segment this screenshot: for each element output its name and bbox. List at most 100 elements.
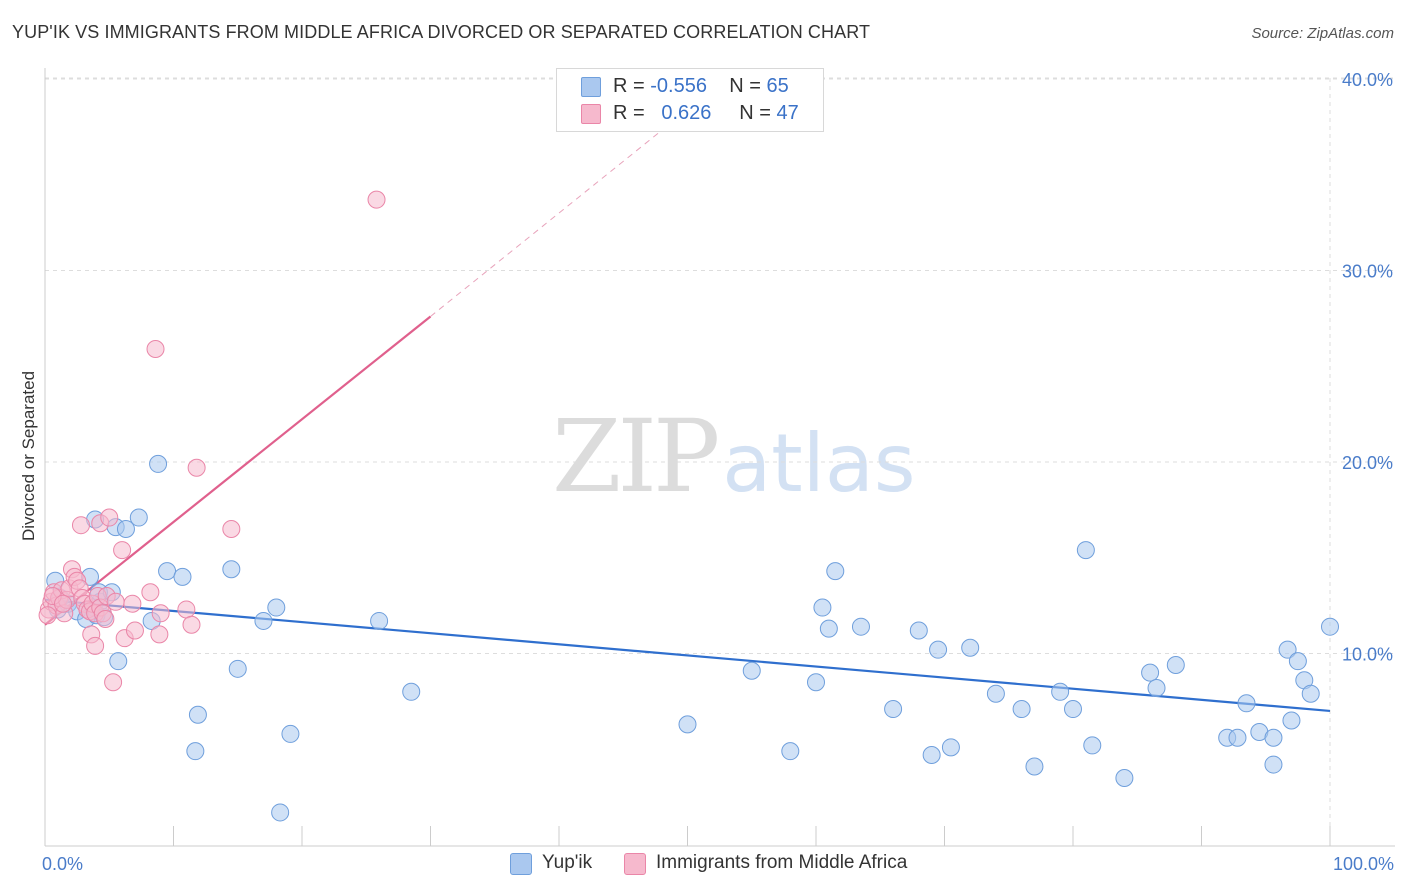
- immigrants-swatch: [581, 104, 601, 124]
- y-tick-label: 30.0%: [1342, 262, 1393, 282]
- immigrants-point: [104, 673, 123, 692]
- yupik-point: [1301, 684, 1320, 703]
- yupik-point: [1115, 768, 1134, 787]
- yupik-point: [678, 715, 697, 734]
- immigrants-point: [151, 604, 170, 623]
- immigrants-point: [38, 606, 57, 625]
- yupik-point: [1321, 617, 1339, 636]
- yupik-n-label: N =: [729, 75, 761, 97]
- yupik-point: [116, 520, 135, 539]
- immigrants-n-value: 47: [776, 102, 799, 124]
- yupik-point: [1282, 711, 1301, 730]
- yupik-point: [813, 598, 832, 617]
- trend-lines: [44, 109, 1331, 713]
- immigrants-point: [125, 621, 144, 640]
- yupik-point: [1264, 755, 1283, 774]
- series-legend-immigrants-label: Immigrants from Middle Africa: [656, 852, 908, 873]
- immigrants-point: [106, 592, 125, 611]
- chart-title: YUP'IK VS IMMIGRANTS FROM MIDDLE AFRICA …: [12, 22, 871, 42]
- yupik-point: [186, 742, 205, 761]
- yupik-r-label: R =: [613, 75, 645, 97]
- yupik-point: [281, 724, 300, 743]
- x-tick-label-min: 0.0%: [42, 854, 83, 874]
- watermark-atlas: atlas: [722, 417, 916, 510]
- axes: [44, 68, 1395, 847]
- yupik-point: [807, 673, 825, 692]
- immigrants-point: [187, 458, 206, 477]
- yupik-point: [1166, 655, 1185, 674]
- yupik-point: [1147, 678, 1166, 697]
- yupik-point: [271, 803, 290, 822]
- immigrants-point: [182, 615, 201, 634]
- immigrants-point: [100, 508, 119, 527]
- yupik-point: [1141, 663, 1160, 682]
- immigrants-point: [71, 516, 90, 535]
- yupik-point: [228, 659, 247, 678]
- yupik-point: [986, 684, 1005, 703]
- yupik-swatch: [581, 77, 601, 97]
- immigrants-point: [177, 600, 196, 619]
- y-tick-label: 40.0%: [1342, 70, 1393, 90]
- immigrants-point: [86, 636, 105, 655]
- series-legend-yupik-label: Yup'ik: [542, 852, 593, 873]
- yupik-point: [1025, 757, 1044, 776]
- yupik-r-value: -0.556: [650, 75, 707, 97]
- yupik-point: [1288, 652, 1307, 671]
- yupik-point: [781, 742, 800, 761]
- watermark-zip: ZIP: [552, 398, 720, 515]
- yupik-point: [149, 454, 168, 473]
- yupik-point: [1237, 694, 1256, 713]
- yupik-point: [819, 619, 838, 638]
- yupik-point: [1278, 640, 1297, 659]
- data-points: [38, 190, 1339, 822]
- yupik-point: [222, 560, 241, 579]
- tick-labels: 10.0% 20.0% 30.0% 40.0% 0.0% 100.0%: [42, 70, 1394, 874]
- immigrants-trend-line: [44, 315, 432, 626]
- stats-legend: R = -0.556 N = 65 R = 0.626 N = 47: [556, 68, 824, 132]
- y-axis-label: Divorced or Separated: [19, 371, 38, 541]
- yupik-point: [1083, 736, 1102, 755]
- yupik-point: [1264, 728, 1283, 747]
- y-tick-label: 20.0%: [1342, 453, 1393, 473]
- yupik-point: [929, 640, 948, 659]
- immigrants-point: [113, 541, 132, 560]
- yupik-point: [188, 705, 207, 724]
- immigrants-point: [141, 583, 160, 602]
- yupik-point: [1012, 700, 1031, 719]
- x-tick-label-max: 100.0%: [1333, 854, 1394, 874]
- source-label: Source: ZipAtlas.com: [1251, 25, 1394, 42]
- series-legend: Yup'ik Immigrants from Middle Africa: [0, 852, 1406, 878]
- yupik-trend-line: [44, 598, 1331, 713]
- yupik-point: [267, 598, 286, 617]
- yupik-point: [922, 745, 941, 764]
- immigrants-point: [146, 340, 165, 359]
- series-legend-yupik-swatch: [510, 853, 532, 875]
- immigrants-point: [123, 594, 142, 613]
- watermark: ZIPatlas: [552, 398, 916, 515]
- series-legend-immigrants-swatch: [624, 853, 646, 875]
- immigrants-n-label: N =: [739, 102, 771, 124]
- yupik-point: [742, 661, 761, 680]
- yupik-point: [1064, 700, 1082, 719]
- yupik-n-value: 65: [766, 75, 789, 97]
- immigrants-r-label: R =: [613, 102, 645, 124]
- yupik-point: [129, 508, 148, 527]
- yupik-point: [254, 611, 273, 630]
- yupik-point: [1228, 728, 1247, 747]
- immigrants-point: [150, 625, 169, 644]
- yupik-point: [826, 562, 845, 581]
- immigrants-point: [222, 520, 241, 539]
- immigrants-trend-extension: [430, 109, 688, 317]
- yupik-point: [884, 700, 903, 719]
- yupik-point: [961, 638, 980, 657]
- yupik-point: [1051, 682, 1070, 701]
- yupik-point: [109, 652, 128, 671]
- immigrants-point: [367, 190, 386, 209]
- yupik-point: [909, 621, 928, 640]
- y-tick-label: 10.0%: [1342, 645, 1393, 665]
- yupik-point: [402, 682, 421, 701]
- immigrants-point: [96, 610, 115, 629]
- immigrants-r-value: 0.626: [661, 102, 712, 124]
- yupik-point: [158, 562, 177, 581]
